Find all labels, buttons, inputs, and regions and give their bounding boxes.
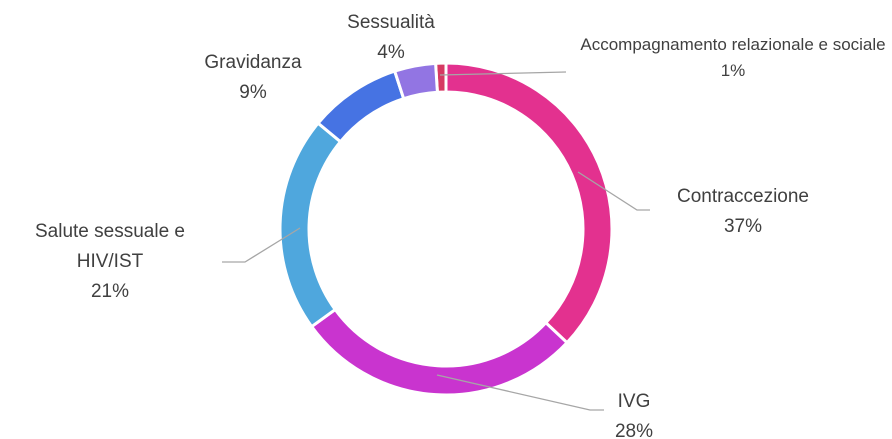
value-label: 28% [614, 421, 654, 439]
donut-slice [309, 307, 570, 397]
data-label: Sessualità 4% [326, 8, 456, 68]
data-label: Accompagnamento relazionale e sociale 1% [573, 32, 892, 84]
donut-slice [444, 61, 614, 345]
value-label: 21% [90, 281, 130, 302]
category-label: Salute sessuale e HIV/IST [35, 221, 185, 272]
data-label: Contraccezione 37% [643, 182, 843, 242]
data-label: IVG 28% [574, 387, 694, 439]
data-label: Gravidanza 9% [188, 48, 318, 108]
value-label: 4% [377, 42, 405, 63]
category-label: IVG [617, 391, 651, 412]
data-label: Salute sessuale e HIV/IST 21% [5, 217, 215, 307]
category-label: Gravidanza [204, 52, 302, 73]
donut-slice [315, 69, 406, 144]
leader-line [436, 374, 604, 411]
category-label: Accompagnamento relazionale e sociale [580, 35, 886, 54]
donut-slice [392, 61, 439, 101]
value-label: 9% [239, 82, 267, 103]
category-label: Sessualità [347, 12, 435, 33]
leader-line [439, 71, 567, 76]
value-label: 37% [723, 216, 763, 237]
donut-slice [278, 121, 343, 329]
leader-line [577, 171, 650, 211]
value-label: 1% [720, 61, 746, 80]
category-label: Contraccezione [676, 186, 810, 207]
leader-line [222, 227, 301, 263]
